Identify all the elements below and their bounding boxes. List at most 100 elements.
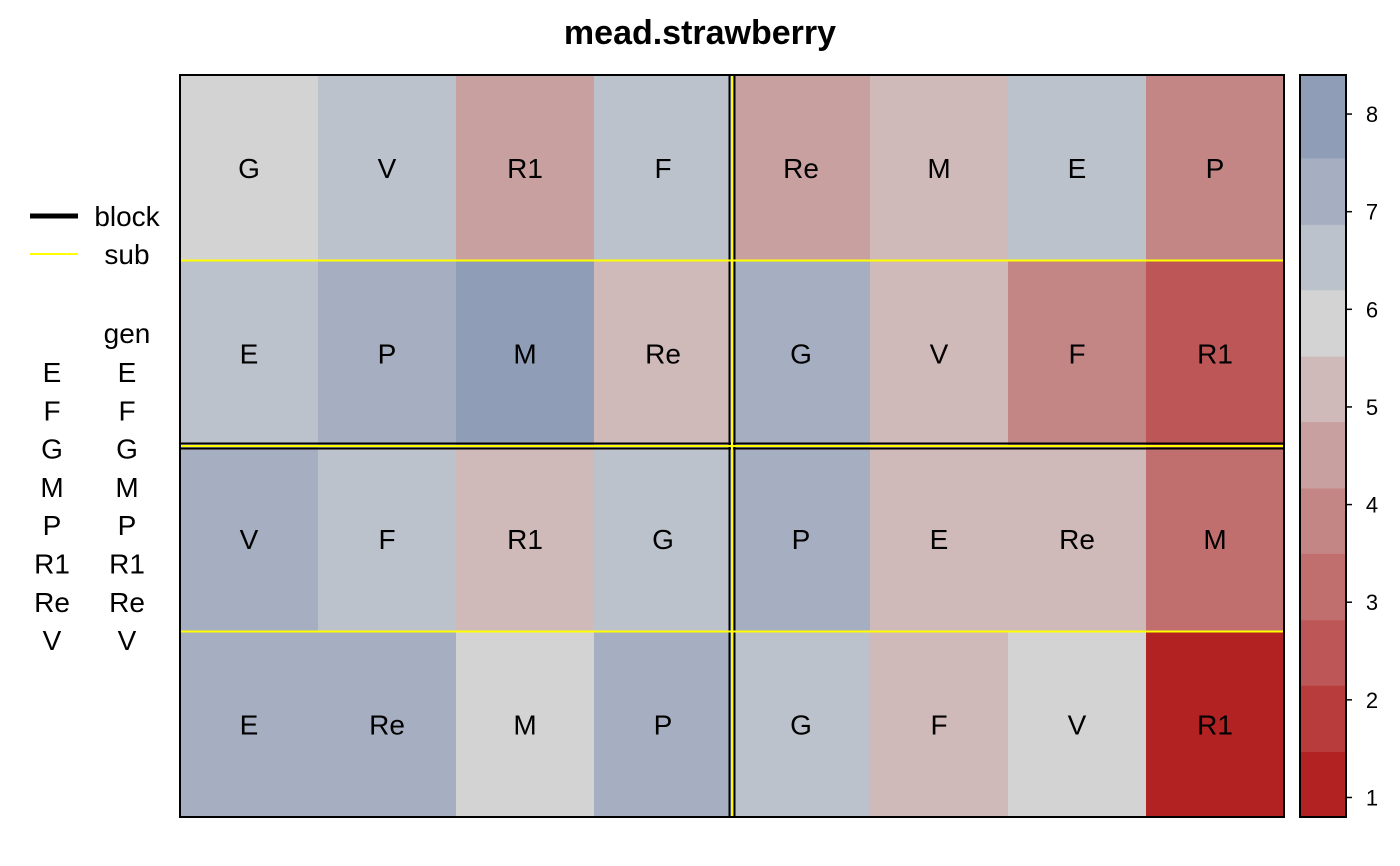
heatmap-cell xyxy=(180,631,319,818)
colorbar-bin xyxy=(1300,289,1346,357)
colorbar: 1 2 3 4 5 6 7 8 xyxy=(1299,74,1378,818)
cell-label: G xyxy=(790,709,812,740)
heatmap-cell xyxy=(870,446,1009,632)
cell-label: F xyxy=(378,524,395,555)
cells-layer: G V R1 F Re M E P E P M Re G V F R1 V F R1 G P E Re M E Re M P G F V R1 xyxy=(180,75,1285,818)
legend-level-label: F xyxy=(118,395,135,426)
cell-label: P xyxy=(378,338,397,369)
cell-label: R1 xyxy=(507,524,543,555)
heatmap-cell xyxy=(318,260,457,447)
cell-label: E xyxy=(240,338,259,369)
cell-label: V xyxy=(1068,709,1087,740)
legend-level-label: V xyxy=(118,625,137,656)
heatmap-cell xyxy=(1008,446,1147,632)
cell-label: V xyxy=(378,153,397,184)
legend-level-label: G xyxy=(116,434,138,465)
colorbar-bin xyxy=(1300,487,1346,554)
legend-level-symbol: P xyxy=(43,510,62,541)
heatmap-cell xyxy=(318,75,457,261)
cell-label: R1 xyxy=(507,153,543,184)
colorbar-tick-label: 6 xyxy=(1366,297,1378,322)
legend-level-label: P xyxy=(118,510,137,541)
heatmap-cell xyxy=(870,631,1009,818)
heatmap-cell xyxy=(456,446,595,632)
heatmap-cell xyxy=(1146,446,1285,632)
cell-label: V xyxy=(930,338,949,369)
cell-label: M xyxy=(927,153,950,184)
colorbar-bin xyxy=(1300,553,1346,621)
cell-label: E xyxy=(240,709,259,740)
colorbar-tick-label: 5 xyxy=(1366,395,1378,420)
cell-label: R1 xyxy=(1197,338,1233,369)
legend-level-label: Re xyxy=(109,587,145,618)
legend-label-block: block xyxy=(94,201,160,232)
cell-label: F xyxy=(930,709,947,740)
legend-level-symbol: G xyxy=(41,434,63,465)
cell-label: Re xyxy=(783,153,819,184)
heatmap-cell xyxy=(180,446,319,632)
colorbar-tick-label: 7 xyxy=(1366,200,1378,225)
cell-label: P xyxy=(1206,153,1225,184)
heatmap-cell xyxy=(1146,260,1285,447)
colorbar-tick-label: 4 xyxy=(1366,493,1378,518)
block-lines xyxy=(179,74,1285,818)
cell-label: G xyxy=(790,338,812,369)
legend-level-label: M xyxy=(115,472,138,503)
legend-level-symbol: R1 xyxy=(34,549,70,580)
colorbar-bin xyxy=(1300,685,1346,753)
cell-label: M xyxy=(513,338,536,369)
heatmap-cell xyxy=(318,631,457,818)
heatmap-cell xyxy=(870,75,1009,261)
heatmap-cell xyxy=(180,75,319,261)
cell-label: F xyxy=(1068,338,1085,369)
colorbar-bin xyxy=(1300,224,1346,291)
cell-label: F xyxy=(654,153,671,184)
heatmap-cell xyxy=(456,631,595,818)
legend-level-symbol: Re xyxy=(34,587,70,618)
legend-level-label: E xyxy=(118,357,137,388)
heatmap-cell xyxy=(456,75,595,261)
heatmap-cell xyxy=(1008,631,1147,818)
heatmap-cell xyxy=(1146,75,1285,261)
cell-label: Re xyxy=(369,709,405,740)
colorbar-tick-label: 2 xyxy=(1366,688,1378,713)
heatmap-cell xyxy=(732,446,871,632)
cell-label: Re xyxy=(1059,524,1095,555)
legend-level-symbol: F xyxy=(43,395,60,426)
heatmap-cell xyxy=(732,75,871,261)
cell-label: G xyxy=(238,153,260,184)
cell-label: G xyxy=(652,524,674,555)
colorbar-tick-label: 1 xyxy=(1366,785,1378,810)
heatmap-cell xyxy=(870,260,1009,447)
legend-level-symbol: V xyxy=(43,625,62,656)
heatmap-cell xyxy=(1146,631,1285,818)
legend-level-label: R1 xyxy=(109,549,145,580)
colorbar-tick-label: 8 xyxy=(1366,102,1378,127)
cell-label: M xyxy=(513,709,536,740)
heatmap-cell xyxy=(1008,260,1147,447)
cell-label: P xyxy=(792,524,811,555)
colorbar-bin xyxy=(1300,619,1346,686)
heatmap-cell xyxy=(180,260,319,447)
cell-label: E xyxy=(1068,153,1087,184)
colorbar-bin xyxy=(1300,751,1346,818)
cell-label: M xyxy=(1203,524,1226,555)
colorbar-bin xyxy=(1300,75,1346,159)
colorbar-bin xyxy=(1300,421,1346,489)
colorbar-frame xyxy=(1299,74,1347,818)
cell-label: R1 xyxy=(1197,709,1233,740)
plot-frame xyxy=(179,74,1285,818)
cell-label: P xyxy=(654,709,673,740)
colorbar-tick-label: 3 xyxy=(1366,590,1378,615)
legend-level-symbol: E xyxy=(43,357,62,388)
heatmap-cell xyxy=(1008,75,1147,261)
legend-label-sub: sub xyxy=(104,239,149,270)
heatmap-cell xyxy=(594,260,733,447)
cell-label: E xyxy=(930,524,949,555)
colorbar-bin xyxy=(1300,157,1346,225)
legend-level-symbol: M xyxy=(40,472,63,503)
heatmap-cell xyxy=(594,75,733,261)
cell-label: Re xyxy=(645,338,681,369)
